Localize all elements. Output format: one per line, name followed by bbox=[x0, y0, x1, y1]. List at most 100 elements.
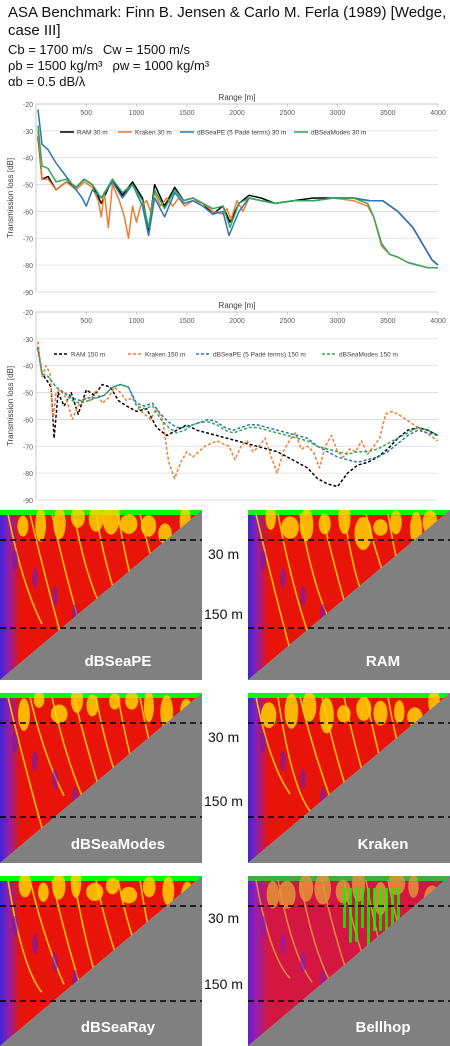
plume bbox=[38, 882, 49, 902]
y-tick-label: -60 bbox=[23, 209, 33, 216]
ray-arc bbox=[255, 879, 291, 979]
legend-entry-kraken: Kraken 150 m bbox=[145, 352, 185, 359]
shadow-zone bbox=[260, 733, 266, 753]
ray-arc bbox=[277, 696, 313, 815]
seabed-wedge bbox=[0, 510, 202, 680]
plume bbox=[70, 510, 85, 528]
legend-entry-dbseamodes: dBSeaModes 150 m bbox=[339, 352, 398, 359]
depth-label-150m: 150 m bbox=[202, 976, 245, 992]
depth-label-30m: 30 m bbox=[206, 546, 242, 562]
panel-svg-dbseamodes: dBSeaModes bbox=[0, 693, 202, 863]
series-line-ram bbox=[37, 346, 439, 488]
x-tick-label: 3500 bbox=[380, 110, 396, 117]
depth-label-30m: 30 m bbox=[206, 910, 242, 926]
x-tick-label: 3000 bbox=[330, 110, 346, 117]
plume bbox=[390, 510, 402, 535]
panel-svg-dbsearay: dBSeaRay bbox=[0, 876, 202, 1046]
param-row-3: αb = 0.5 dB/λ bbox=[8, 74, 448, 90]
panel-label-kraken: Kraken bbox=[358, 836, 409, 853]
seabed-wedge bbox=[248, 876, 450, 1046]
ray-arc bbox=[7, 696, 43, 829]
plume bbox=[70, 693, 84, 713]
parameters-block: Cb = 1700 m/s Cw = 1500 m/s ρb = 1500 kg/… bbox=[8, 42, 448, 90]
y-tick-label: -20 bbox=[23, 102, 33, 109]
series-line-kraken bbox=[37, 130, 438, 269]
shadow-zone bbox=[12, 550, 18, 570]
panel-ram: RAM bbox=[248, 510, 450, 680]
depth-label-150m: 150 m bbox=[202, 606, 245, 622]
seabed-wedge bbox=[0, 876, 202, 1046]
chart-30m: -20 -30 -40 -50 -60 -70 -80 -90 500 1000 1500 2000 2… bbox=[6, 93, 446, 297]
plume bbox=[18, 698, 30, 731]
x-tick-label: 2500 bbox=[279, 110, 295, 117]
legend-entry-ram: RAM 30 m bbox=[77, 130, 108, 137]
bellhop-stripe bbox=[343, 888, 346, 929]
shadow-zone bbox=[300, 769, 306, 789]
panel-svg-dbseape: dBSeaPE bbox=[0, 510, 202, 680]
series-line-dbseape bbox=[37, 349, 439, 464]
param-water-density: ρw = 1000 kg/m³ bbox=[112, 58, 210, 73]
y-tick-label: -60 bbox=[23, 417, 33, 424]
shadow-zone bbox=[280, 568, 286, 588]
y-tick-label: -20 bbox=[23, 310, 33, 317]
x-tick-label: 1000 bbox=[129, 318, 145, 325]
bellhop-stripe bbox=[373, 888, 376, 931]
seabed-wedge bbox=[248, 510, 450, 680]
plume bbox=[408, 876, 419, 898]
legend-entry-kraken: Kraken 30 m bbox=[135, 130, 172, 137]
surface-band bbox=[0, 693, 202, 698]
series-line-dbseape bbox=[37, 109, 439, 266]
plume bbox=[266, 880, 279, 909]
legend-entry-dbseape: dBSeaPE (5 Padé terms) 30 m bbox=[197, 130, 286, 137]
plume bbox=[125, 693, 139, 710]
param-row-1: Cb = 1700 m/s Cw = 1500 m/s bbox=[8, 42, 448, 58]
panel-svg-ram: RAM bbox=[248, 510, 450, 680]
plume bbox=[162, 876, 175, 906]
panel-dbsearay: dBSeaRay bbox=[0, 876, 202, 1046]
shadow-zone bbox=[300, 952, 306, 972]
plume bbox=[33, 693, 45, 708]
ray-arc bbox=[7, 513, 43, 625]
param-water-sound-speed: Cw = 1500 m/s bbox=[102, 42, 190, 57]
y-tick-label: -70 bbox=[23, 444, 33, 451]
series-line-dbseamodes bbox=[37, 349, 439, 456]
series-line-dbseamodes bbox=[37, 125, 438, 269]
surface-band bbox=[0, 876, 202, 881]
plume bbox=[17, 515, 29, 537]
surface-band bbox=[248, 876, 450, 881]
plume bbox=[394, 700, 405, 724]
bellhop-stripe bbox=[349, 888, 352, 943]
bellhop-stripe bbox=[361, 888, 364, 929]
shadow-zone bbox=[52, 769, 58, 789]
plume bbox=[314, 876, 332, 905]
y-tick-label: -70 bbox=[23, 236, 33, 243]
bellhop-stripe bbox=[397, 888, 400, 949]
panel-label-dbsearay: dBSeaRay bbox=[81, 1019, 156, 1036]
param-bottom-attenuation: αb = 0.5 dB/λ bbox=[8, 74, 86, 89]
field-structure bbox=[248, 693, 450, 830]
shadow-zone bbox=[32, 934, 38, 954]
seabed-wedge bbox=[248, 693, 450, 863]
legend-entry-dbseamodes: dBSeaModes 30 m bbox=[311, 130, 366, 137]
y-tick-label: -50 bbox=[23, 391, 33, 398]
ray-arc bbox=[277, 879, 313, 983]
y-tick-label: -30 bbox=[23, 337, 33, 344]
plume bbox=[265, 510, 276, 530]
plot-area: -20 -30 -40 -50 -60 -70 -80 -90 500 1000 1500 2000 2… bbox=[6, 93, 446, 297]
bellhop-stripe bbox=[379, 888, 382, 931]
ray-arc bbox=[255, 696, 291, 795]
shadow-zone bbox=[280, 751, 286, 771]
plume bbox=[18, 876, 32, 898]
x-tick-label: 3000 bbox=[330, 318, 346, 325]
x-axis-label: Range [m] bbox=[219, 93, 256, 102]
panel-label-dbseape: dBSeaPE bbox=[85, 653, 152, 670]
plume bbox=[86, 694, 99, 717]
seabed-wedge bbox=[0, 693, 202, 863]
param-bottom-sound-speed: Cb = 1700 m/s bbox=[8, 42, 93, 57]
param-row-2: ρb = 1500 kg/m³ ρw = 1000 kg/m³ bbox=[8, 58, 448, 74]
ray-arc bbox=[255, 513, 291, 650]
x-axis-label: Range [m] bbox=[219, 301, 256, 310]
ray-arc bbox=[29, 696, 65, 797]
plume bbox=[281, 516, 299, 539]
ray-arc bbox=[7, 879, 43, 993]
